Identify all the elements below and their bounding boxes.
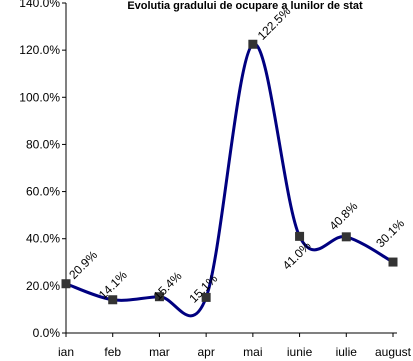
y-tick-label: 60.0% — [26, 185, 60, 199]
x-tick-label: iulie — [336, 345, 358, 359]
data-point-marker — [61, 279, 71, 289]
data-point-marker — [295, 231, 305, 241]
x-axis-ticks: ian feb mar apr mai iunie iulie august — [58, 333, 412, 359]
y-tick-label: 80.0% — [26, 137, 60, 151]
y-tick-label: 140.0% — [19, 0, 60, 10]
data-label: 40.8% — [326, 199, 360, 233]
series-line — [65, 42, 394, 318]
x-tick-label: iunie — [287, 345, 313, 359]
x-tick-label: mai — [243, 345, 262, 359]
y-axis-ticks: 0.0% 20.0% 40.0% 60.0% 80.0% 100.0% 120.0% 140.… — [19, 0, 66, 340]
data-markers — [61, 39, 398, 305]
data-label: 20.9% — [66, 248, 100, 282]
data-point-marker — [341, 232, 351, 242]
data-label: 15.4% — [151, 269, 185, 303]
chart-title: Evolutia gradului de ocupare a lunilor d… — [127, 0, 363, 12]
x-tick-label: august — [375, 345, 412, 359]
axes — [65, 3, 397, 334]
data-point-marker — [248, 39, 258, 49]
data-label: 41.0% — [280, 238, 314, 272]
data-label: 30.1% — [373, 216, 407, 250]
y-tick-label: 20.0% — [26, 279, 60, 293]
data-point-marker — [201, 292, 211, 302]
x-tick-label: feb — [104, 345, 121, 359]
data-point-marker — [388, 257, 398, 267]
x-tick-label: apr — [197, 345, 214, 359]
y-tick-label: 120.0% — [19, 43, 60, 57]
x-tick-label: mar — [149, 345, 170, 359]
y-tick-label: 0.0% — [33, 326, 61, 340]
data-labels: 20.9%14.1% 15.4% 15.1%122.5%41.0%40.8%30.1… — [66, 4, 407, 306]
data-point-marker — [154, 292, 164, 302]
y-tick-label: 40.0% — [26, 232, 60, 246]
y-tick-label: 100.0% — [19, 90, 60, 104]
x-tick-label: ian — [58, 345, 74, 359]
data-point-marker — [108, 295, 118, 305]
